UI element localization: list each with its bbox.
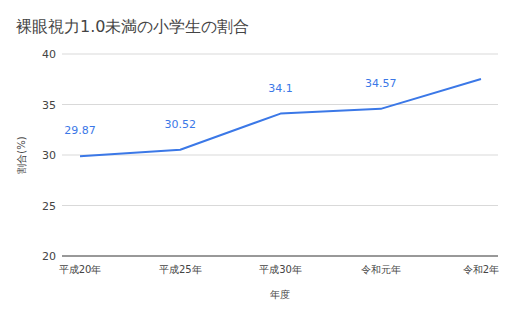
y-tick-label: 25 [42,200,56,213]
y-axis-label: 割合(%) [16,136,27,173]
grid-line [62,104,498,105]
grid-line [62,54,498,55]
x-tick-label: 令和元年 [361,264,401,275]
x-tick-label: 平成20年 [59,264,102,275]
grid-line [62,205,498,206]
grid-line [62,256,498,257]
data-label: 34.1 [268,82,293,95]
data-label: 30.52 [165,118,197,131]
x-axis-label: 年度 [270,289,290,300]
y-tick-label: 35 [42,99,56,112]
chart-container: 裸眼視力1.0未満の小学生の割合 20 25 30 35 40 平成20年 平成25年 平成30… [0,0,512,317]
title: 裸眼視力1.0未満の小学生の割合 [16,17,249,36]
y-tick-label: 30 [42,149,56,162]
x-tick-label: 平成30年 [259,264,302,275]
grid-line [62,155,498,156]
y-tick-label: 20 [42,250,56,263]
data-label: 34.57 [365,77,397,90]
x-tick-label: 平成25年 [159,264,202,275]
y-tick-label: 40 [42,48,56,61]
plot-area [80,79,481,156]
x-tick-label: 令和2年 [463,264,499,275]
data-label: 29.87 [64,124,96,137]
chart-svg: 裸眼視力1.0未満の小学生の割合 20 25 30 35 40 平成20年 平成25年 平成30… [0,0,512,317]
line [80,79,481,156]
